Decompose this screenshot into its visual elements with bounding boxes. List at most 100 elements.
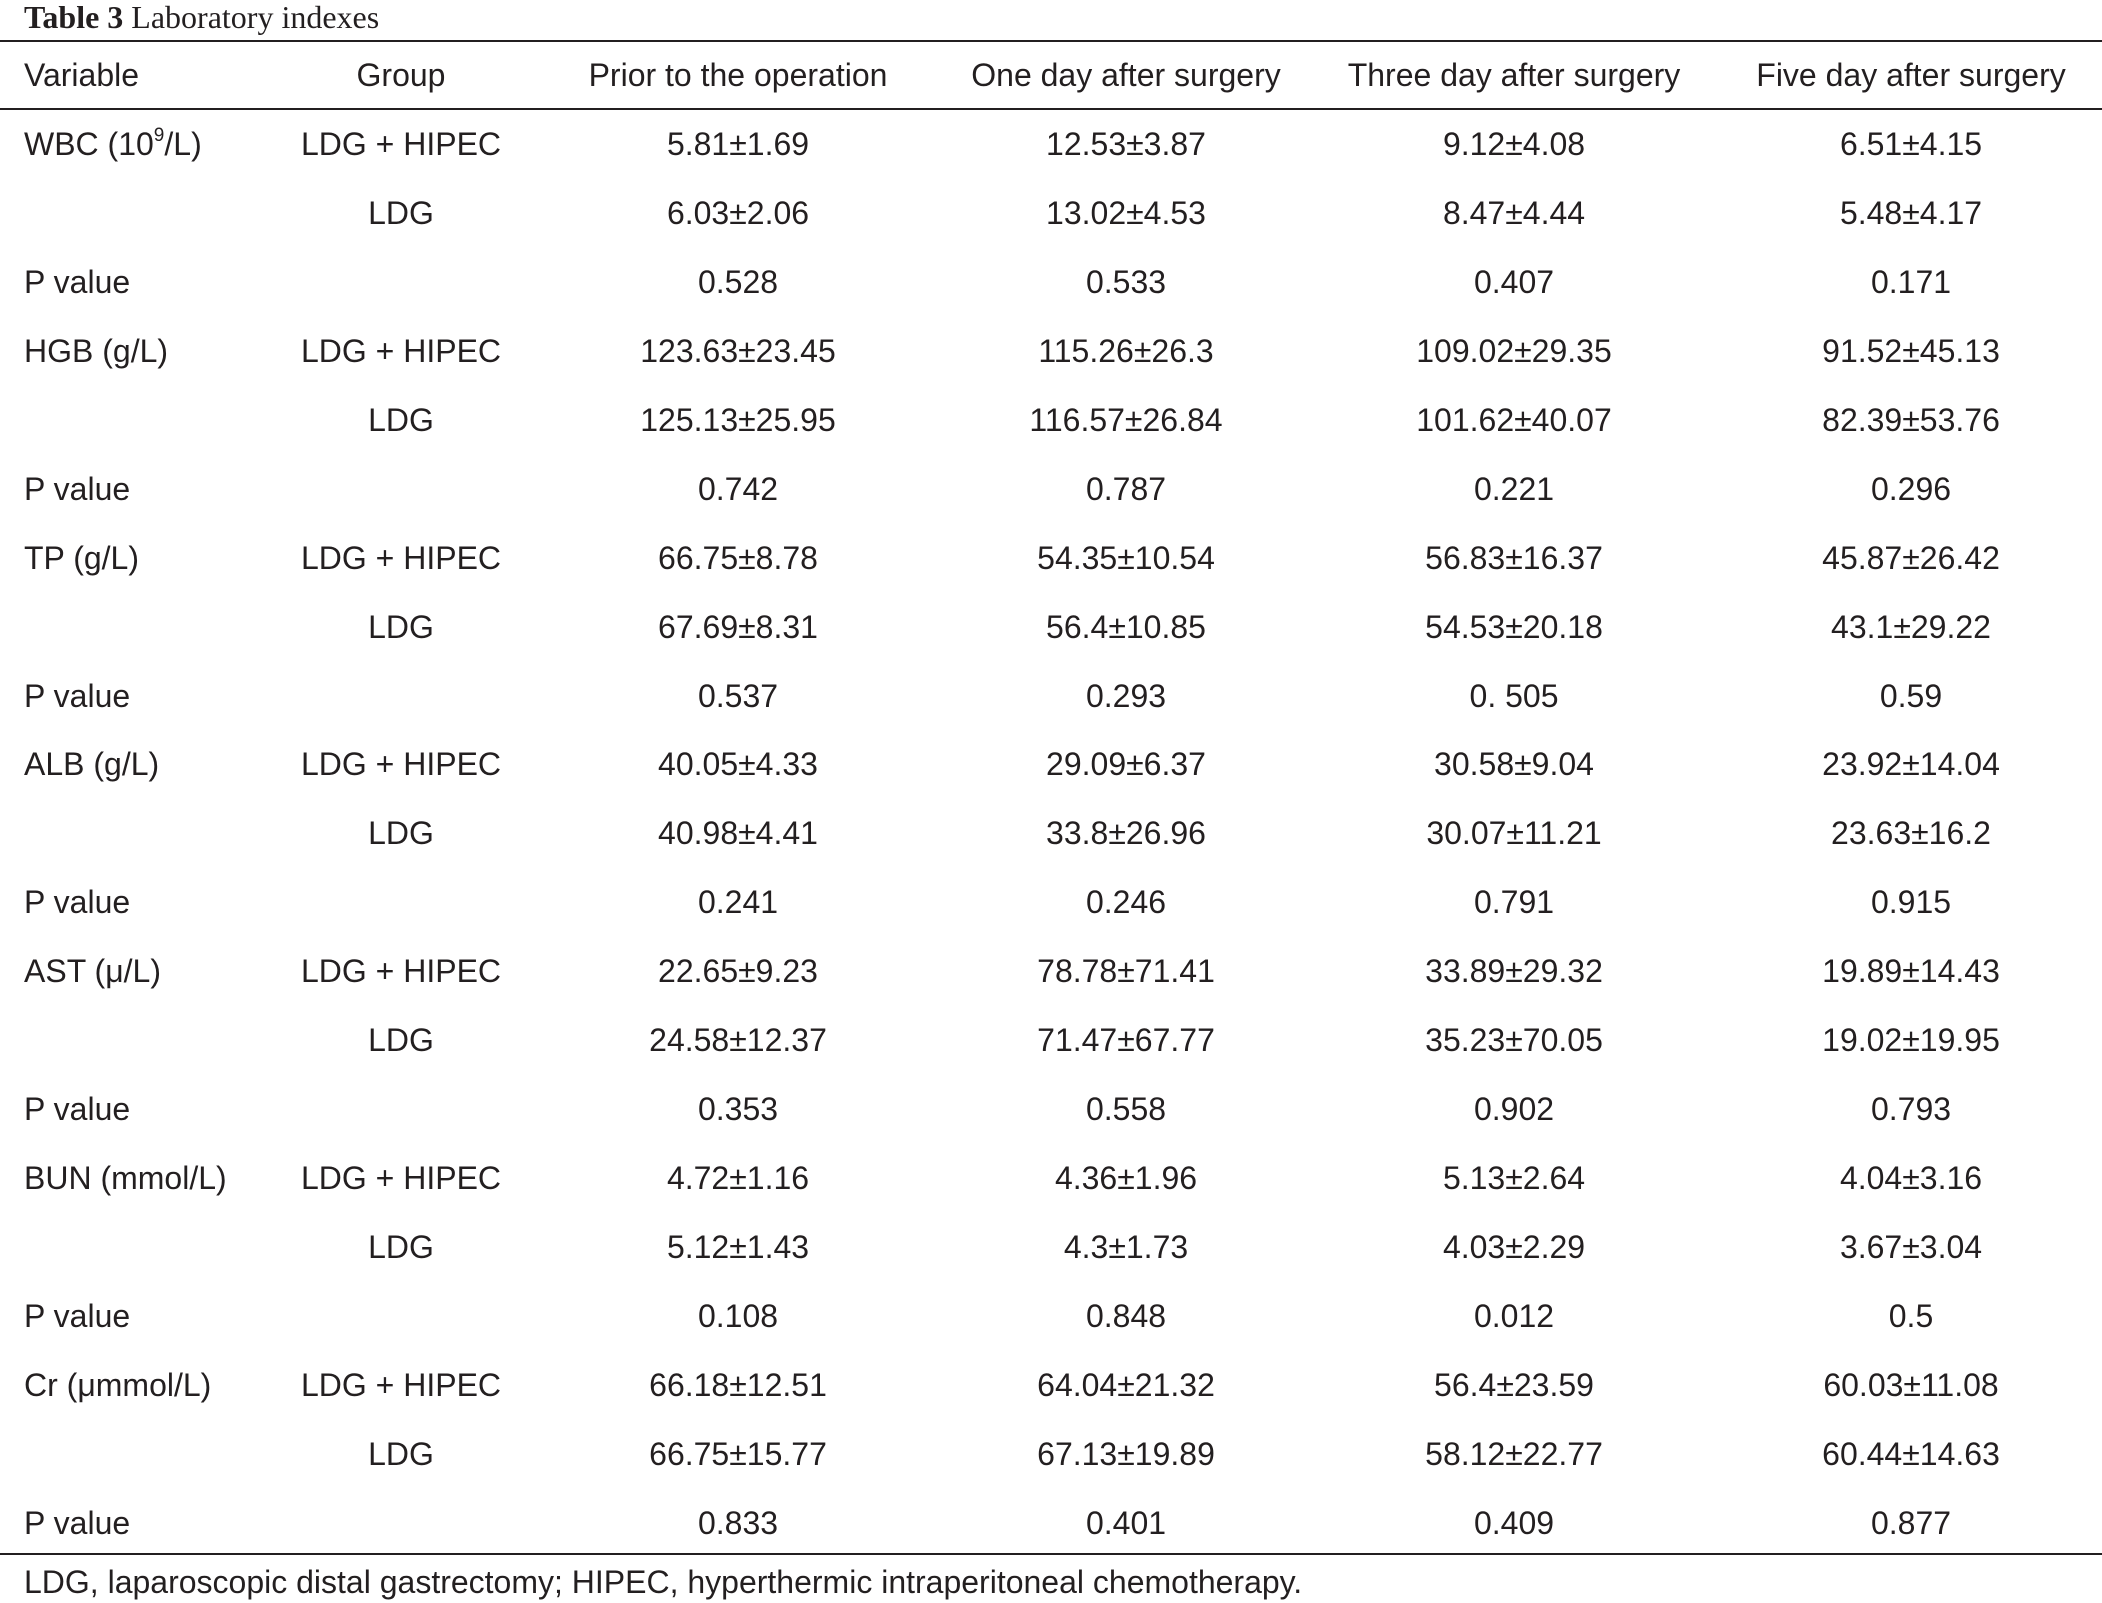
cell-prior: 66.75±15.77 bbox=[649, 1435, 827, 1472]
table-row: P value 0.353 0.558 0.902 0.793 bbox=[0, 1075, 2102, 1144]
cell-day5: 0.59 bbox=[1879, 677, 1943, 714]
cell-group: LDG + HIPEC bbox=[300, 953, 502, 990]
cell-prior: 4.72±1.16 bbox=[666, 1160, 810, 1197]
cell-prior: 40.98±4.41 bbox=[658, 815, 818, 852]
cell-group bbox=[270, 662, 532, 731]
cell-prior: 0.353 bbox=[697, 1091, 779, 1128]
cell-day1: 115.26±26.3 bbox=[1038, 332, 1214, 369]
cell-variable: HGB (g/L) bbox=[24, 332, 169, 369]
cell-day5: 91.52±45.13 bbox=[1822, 332, 2000, 369]
cell-day3: 0.407 bbox=[1473, 263, 1555, 300]
table-row: LDG 67.69±8.31 56.4±10.85 54.53±20.18 43.1±2… bbox=[0, 593, 2102, 662]
header-day1: One day after surgery bbox=[971, 57, 1281, 93]
cell-day5: 0.877 bbox=[1870, 1504, 1952, 1541]
table-row: LDG 40.98±4.41 33.8±26.96 30.07±11.21 23.63±… bbox=[0, 799, 2102, 868]
cell-day3: 4.03±2.29 bbox=[1442, 1229, 1586, 1266]
cell-day3: 35.23±70.05 bbox=[1425, 1022, 1603, 1059]
cell-day5: 60.03±11.08 bbox=[1823, 1366, 1999, 1403]
cell-day1: 0.246 bbox=[1085, 884, 1167, 921]
table-row: P value 0.537 0.293 0. 505 0.59 bbox=[0, 662, 2102, 731]
cell-variable bbox=[0, 799, 270, 868]
cell-day1: 29.09±6.37 bbox=[1046, 746, 1206, 783]
cell-day5: 45.87±26.42 bbox=[1822, 539, 2000, 576]
table-row: AST (μ/L) LDG + HIPEC 22.65±9.23 78.78±71.4… bbox=[0, 937, 2102, 1006]
cell-day3: 54.53±20.18 bbox=[1425, 608, 1603, 645]
cell-day1: 12.53±3.87 bbox=[1046, 125, 1206, 162]
cell-variable: P value bbox=[24, 677, 131, 714]
cell-group: LDG bbox=[368, 1229, 434, 1266]
cell-variable: P value bbox=[24, 1091, 131, 1128]
cell-day5: 3.67±3.04 bbox=[1839, 1229, 1983, 1266]
cell-day1: 4.3±1.73 bbox=[1063, 1229, 1189, 1266]
cell-variable bbox=[0, 1006, 270, 1075]
cell-day1: 116.57±26.84 bbox=[1029, 401, 1223, 438]
top-rule bbox=[0, 40, 2102, 42]
cell-day5: 5.48±4.17 bbox=[1839, 194, 1983, 231]
cell-group: LDG bbox=[368, 194, 434, 231]
cell-prior: 22.65±9.23 bbox=[658, 953, 818, 990]
cell-day3: 58.12±22.77 bbox=[1425, 1435, 1603, 1472]
cell-day5: 6.51±4.15 bbox=[1839, 125, 1983, 162]
cell-day5: 0.296 bbox=[1870, 470, 1952, 507]
table-row: WBC (109/L) LDG + HIPEC 5.81±1.69 12.53±3.8… bbox=[0, 109, 2102, 179]
table-row: ALB (g/L) LDG + HIPEC 40.05±4.33 29.09±6.37… bbox=[0, 731, 2102, 800]
cell-prior: 125.13±25.95 bbox=[640, 401, 836, 438]
table-row: LDG 125.13±25.95 116.57±26.84 101.62±40.07 8… bbox=[0, 386, 2102, 455]
cell-day1: 0.533 bbox=[1085, 263, 1167, 300]
table-footnote: LDG, laparoscopic distal gastrectomy; HI… bbox=[24, 1564, 1303, 1600]
cell-variable bbox=[0, 593, 270, 662]
table-row: Cr (μmmol/L) LDG + HIPEC 66.18±12.51 64.04±… bbox=[0, 1351, 2102, 1420]
cell-prior: 0.241 bbox=[697, 884, 779, 921]
cell-day3: 0.902 bbox=[1473, 1091, 1555, 1128]
table-row: P value 0.833 0.401 0.409 0.877 bbox=[0, 1489, 2102, 1558]
cell-day3: 30.07±11.21 bbox=[1426, 815, 1602, 852]
cell-day1: 71.47±67.77 bbox=[1037, 1022, 1215, 1059]
cell-group: LDG + HIPEC bbox=[300, 1366, 502, 1403]
cell-day3: 0.012 bbox=[1473, 1297, 1555, 1334]
cell-day1: 33.8±26.96 bbox=[1046, 815, 1206, 852]
table-row: LDG 5.12±1.43 4.3±1.73 4.03±2.29 3.67±3.04 bbox=[0, 1213, 2102, 1282]
cell-group: LDG bbox=[368, 1022, 434, 1059]
cell-variable: TP (g/L) bbox=[24, 539, 139, 576]
cell-day3: 101.62±40.07 bbox=[1416, 401, 1612, 438]
cell-day5: 23.63±16.2 bbox=[1831, 815, 1991, 852]
cell-variable: AST (μ/L) bbox=[24, 953, 161, 990]
cell-day1: 0.293 bbox=[1085, 677, 1167, 714]
header-day5: Five day after surgery bbox=[1756, 57, 2066, 93]
cell-day3: 33.89±29.32 bbox=[1425, 953, 1603, 990]
cell-group bbox=[270, 1489, 532, 1558]
header-prior: Prior to the operation bbox=[588, 57, 888, 93]
cell-group: LDG bbox=[368, 401, 434, 438]
cell-day1: 0.558 bbox=[1085, 1091, 1167, 1128]
cell-variable bbox=[0, 1420, 270, 1489]
cell-day1: 0.401 bbox=[1085, 1504, 1167, 1541]
table-row: TP (g/L) LDG + HIPEC 66.75±8.78 54.35±10.54… bbox=[0, 524, 2102, 593]
bottom-rule bbox=[0, 1553, 2102, 1555]
cell-day3: 30.58±9.04 bbox=[1434, 746, 1594, 783]
cell-day3: 9.12±4.08 bbox=[1442, 125, 1586, 162]
table-row: LDG 6.03±2.06 13.02±4.53 8.47±4.44 5.48±4.17 bbox=[0, 179, 2102, 248]
cell-day5: 0.171 bbox=[1870, 263, 1952, 300]
cell-group: LDG + HIPEC bbox=[300, 1160, 502, 1197]
cell-day1: 64.04±21.32 bbox=[1037, 1366, 1215, 1403]
cell-variable: P value bbox=[24, 884, 131, 921]
cell-day3: 0.791 bbox=[1473, 884, 1555, 921]
table-row: P value 0.742 0.787 0.221 0.296 bbox=[0, 455, 2102, 524]
cell-day1: 4.36±1.96 bbox=[1054, 1160, 1198, 1197]
cell-group: LDG + HIPEC bbox=[300, 539, 502, 576]
cell-day5: 19.02±19.95 bbox=[1822, 1022, 2000, 1059]
cell-group bbox=[270, 248, 532, 317]
cell-day5: 23.92±14.04 bbox=[1822, 746, 2000, 783]
cell-group: LDG + HIPEC bbox=[300, 746, 502, 783]
cell-day5: 0.915 bbox=[1870, 884, 1952, 921]
cell-prior: 0.108 bbox=[697, 1297, 779, 1334]
cell-variable: P value bbox=[24, 263, 131, 300]
cell-day3: 109.02±29.35 bbox=[1416, 332, 1612, 369]
cell-day5: 43.1±29.22 bbox=[1831, 608, 1991, 645]
cell-variable: Cr (μmmol/L) bbox=[24, 1366, 212, 1403]
cell-day1: 78.78±71.41 bbox=[1037, 953, 1215, 990]
cell-prior: 0.742 bbox=[697, 470, 779, 507]
cell-day5: 82.39±53.76 bbox=[1822, 401, 2000, 438]
table-row: P value 0.241 0.246 0.791 0.915 bbox=[0, 868, 2102, 937]
cell-prior: 0.528 bbox=[697, 263, 779, 300]
